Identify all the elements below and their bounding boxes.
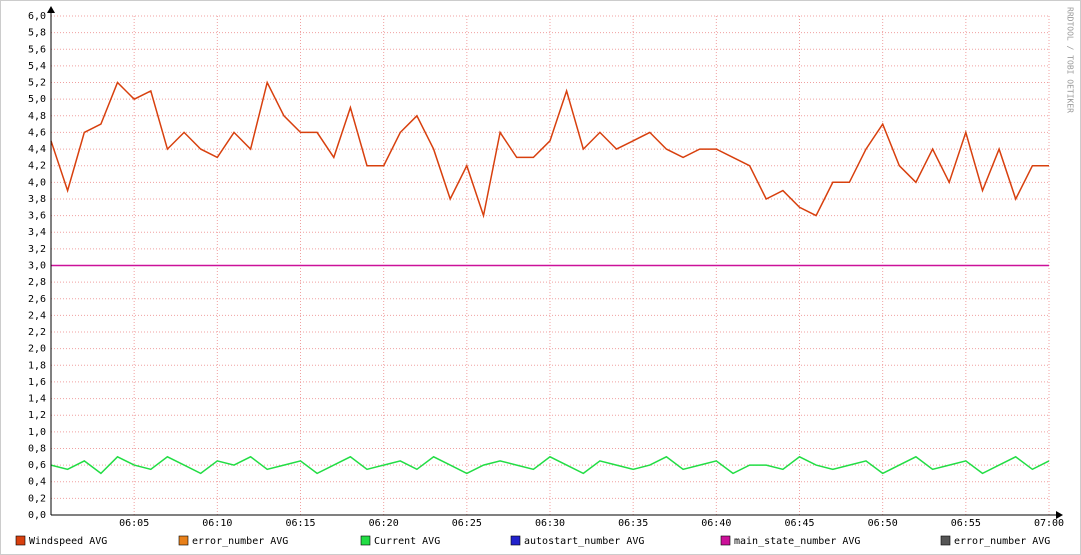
- y-tick-label: 3,6: [28, 211, 46, 222]
- y-tick-label: 5,4: [28, 61, 46, 72]
- legend-label: autostart_number AVG: [524, 536, 644, 547]
- x-tick-label: 06:20: [369, 518, 399, 529]
- y-tick-label: 5,8: [28, 28, 46, 39]
- x-arrow: [1056, 511, 1063, 519]
- y-tick-label: 3,2: [28, 244, 46, 255]
- y-tick-label: 4,0: [28, 177, 46, 188]
- y-tick-label: 0,8: [28, 443, 46, 454]
- legend-label: main_state_number AVG: [734, 536, 860, 547]
- legend-swatch: [720, 535, 731, 546]
- y-tick-label: 0,4: [28, 477, 46, 488]
- legend-label: Current AVG: [374, 536, 440, 547]
- x-tick-label: 06:55: [951, 518, 981, 529]
- legend-swatch: [178, 535, 189, 546]
- y-tick-label: 1,2: [28, 410, 46, 421]
- legend-label: Windspeed AVG: [29, 536, 107, 547]
- legend-label: error_number AVG: [954, 536, 1050, 547]
- y-tick-label: 4,8: [28, 111, 46, 122]
- x-tick-label: 06:40: [701, 518, 731, 529]
- y-tick-label: 3,0: [28, 261, 46, 272]
- legend-swatch: [360, 535, 371, 546]
- y-tick-label: 6,0: [28, 11, 46, 22]
- y-tick-label: 0,0: [28, 510, 46, 521]
- y-tick-label: 5,6: [28, 44, 46, 55]
- series-line: [50, 455, 1050, 475]
- x-tick-label: 07:00: [1034, 518, 1064, 529]
- y-tick-label: 3,4: [28, 227, 46, 238]
- y-tick-label: 2,4: [28, 310, 46, 321]
- y-tick-label: 4,2: [28, 161, 46, 172]
- x-tick-label: 06:15: [285, 518, 315, 529]
- y-tick-label: 3,8: [28, 194, 46, 205]
- x-tick-label: 06:30: [535, 518, 565, 529]
- y-tick-label: 0,6: [28, 460, 46, 471]
- y-tick-label: 1,6: [28, 377, 46, 388]
- y-tick-label: 4,4: [28, 144, 46, 155]
- x-tick-label: 06:05: [119, 518, 149, 529]
- y-arrow: [47, 6, 55, 13]
- x-tick-label: 06:25: [452, 518, 482, 529]
- y-tick-label: 1,4: [28, 394, 46, 405]
- y-tick-label: 4,6: [28, 127, 46, 138]
- marks: [50, 80, 1050, 475]
- y-tick-label: 5,2: [28, 78, 46, 89]
- legend-swatch: [510, 535, 521, 546]
- y-tick-label: 2,0: [28, 344, 46, 355]
- x-tick-label: 06:45: [784, 518, 814, 529]
- x-tick-label: 06:10: [202, 518, 232, 529]
- watermark: RRDTOOL / TOBI OETIKER: [1066, 7, 1075, 113]
- y-tick-label: 2,2: [28, 327, 46, 338]
- y-tick-label: 5,0: [28, 94, 46, 105]
- y-tick-label: 1,8: [28, 360, 46, 371]
- legend-swatch: [940, 535, 951, 546]
- legend-swatch: [15, 535, 26, 546]
- x-tick-label: 06:50: [868, 518, 898, 529]
- x-tick-label: 06:35: [618, 518, 648, 529]
- y-tick-label: 2,8: [28, 277, 46, 288]
- y-tick-label: 2,6: [28, 294, 46, 305]
- y-tick-label: 1,0: [28, 427, 46, 438]
- y-tick-label: 0,2: [28, 493, 46, 504]
- legend-label: error_number AVG: [192, 536, 288, 547]
- series-line: [50, 80, 1049, 219]
